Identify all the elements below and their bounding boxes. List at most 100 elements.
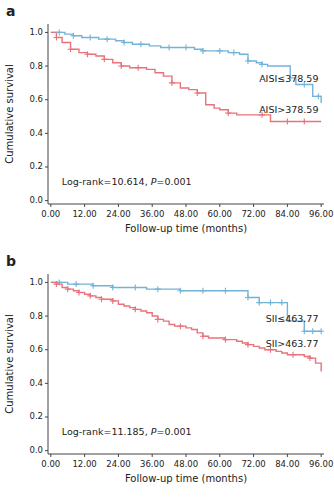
survival-curve [51, 32, 321, 103]
censor-mark [138, 41, 144, 47]
panel: 0.0012.0024.0036.0048.0060.0072.0084.009… [4, 253, 333, 484]
censor-mark [245, 342, 251, 348]
x-tick-label: 12.00 [72, 209, 96, 219]
censor-mark [200, 333, 206, 339]
x-tick [219, 204, 220, 207]
x-tick [84, 454, 85, 457]
x-tick-label: 36.00 [140, 209, 164, 219]
censor-mark [231, 50, 237, 56]
y-tick-label: 1.0 [29, 277, 43, 287]
x-tick-label: 96.00 [309, 209, 333, 219]
censor-mark [53, 281, 59, 287]
censor-mark [166, 45, 172, 51]
y-tick-label: 0.4 [29, 378, 43, 388]
y-tick-label: 0.6 [29, 94, 43, 104]
censor-mark [222, 337, 228, 343]
x-tick-label: 60.00 [208, 459, 232, 469]
x-tick [321, 204, 322, 207]
y-axis-line [48, 274, 49, 454]
censor-mark [135, 65, 141, 71]
censor-mark [217, 48, 223, 54]
censor-mark [200, 48, 206, 54]
censor-mark [301, 119, 307, 125]
y-tick-label: 0.8 [29, 61, 43, 71]
x-tick-label: 84.00 [275, 209, 299, 219]
x-tick-label: 72.00 [241, 209, 265, 219]
y-tick [45, 133, 48, 134]
x-tick [321, 454, 322, 457]
censor-mark [132, 306, 138, 312]
censor-mark [84, 51, 90, 57]
x-tick-label: 96.00 [309, 459, 333, 469]
censor-mark [121, 40, 127, 46]
y-axis-label: Cumulative survival [4, 64, 15, 163]
censor-mark [53, 34, 59, 40]
x-tick [186, 454, 187, 457]
censor-mark [101, 56, 107, 62]
x-axis-label: Follow-up time (months) [125, 223, 247, 234]
survival-curve [51, 282, 321, 331]
panel: 0.00 12.00 24.00 36.00 48.00 60.00 72.00 84.00 9… [4, 3, 333, 234]
censor-mark [87, 293, 93, 299]
x-tick-label: 60.00 [208, 209, 232, 219]
x-tick-label: 48.00 [174, 209, 198, 219]
y-tick [45, 316, 48, 317]
censor-mark [104, 36, 110, 42]
censor-mark [222, 288, 228, 294]
x-tick-label: 24.00 [106, 209, 130, 219]
y-tick [45, 99, 48, 100]
x-tick-label: 72.00 [241, 459, 265, 469]
y-tick-label: 0.0 [29, 445, 43, 455]
censor-mark [279, 300, 285, 306]
panel-label: b [6, 253, 16, 269]
censor-mark [68, 46, 74, 52]
censor-mark [76, 290, 82, 296]
y-axis-line [48, 24, 49, 204]
censor-mark [259, 61, 265, 67]
x-tick [219, 454, 220, 457]
censor-mark [73, 281, 79, 287]
survival-curve [51, 282, 321, 371]
censor-mark [155, 316, 161, 322]
x-tick-label: 84.00 [275, 459, 299, 469]
y-tick [45, 32, 48, 33]
series-label: AISI>378.59 [259, 104, 318, 115]
censor-mark [290, 352, 296, 358]
censor-mark [169, 80, 175, 86]
series-label: AISI≤378.59 [259, 73, 318, 84]
censor-mark [315, 93, 321, 99]
survival-curve [51, 32, 321, 121]
censor-mark [310, 328, 316, 334]
censor-mark [183, 45, 189, 51]
x-axis-label: Follow-up time (months) [125, 473, 247, 484]
x-tick [287, 204, 288, 207]
x-tick [152, 454, 153, 457]
x-tick [50, 454, 51, 457]
y-tick-label: 0.2 [29, 161, 43, 171]
x-tick [118, 454, 119, 457]
censor-mark [225, 110, 231, 116]
censor-mark [87, 34, 93, 40]
censor-mark [90, 283, 96, 289]
censor-mark [307, 355, 313, 361]
x-tick [84, 204, 85, 207]
censor-mark [110, 284, 116, 290]
censor-mark [301, 328, 307, 334]
plot-marks [51, 29, 322, 124]
y-tick-label: 0.8 [29, 311, 43, 321]
y-tick [45, 416, 48, 417]
censor-mark [110, 298, 116, 304]
y-tick [45, 282, 48, 283]
censor-mark [132, 284, 138, 290]
censor-mark [118, 63, 124, 69]
x-tick-label: 24.00 [106, 459, 130, 469]
censor-mark [256, 300, 262, 306]
x-tick-label: 0.00 [41, 209, 60, 219]
censor-mark [155, 286, 161, 292]
censor-mark [177, 323, 183, 329]
y-tick-label: 1.0 [29, 27, 43, 37]
panel-label: a [6, 3, 15, 19]
y-tick-label: 0.6 [29, 344, 43, 354]
x-tick [287, 454, 288, 457]
plot-marks [51, 279, 324, 371]
